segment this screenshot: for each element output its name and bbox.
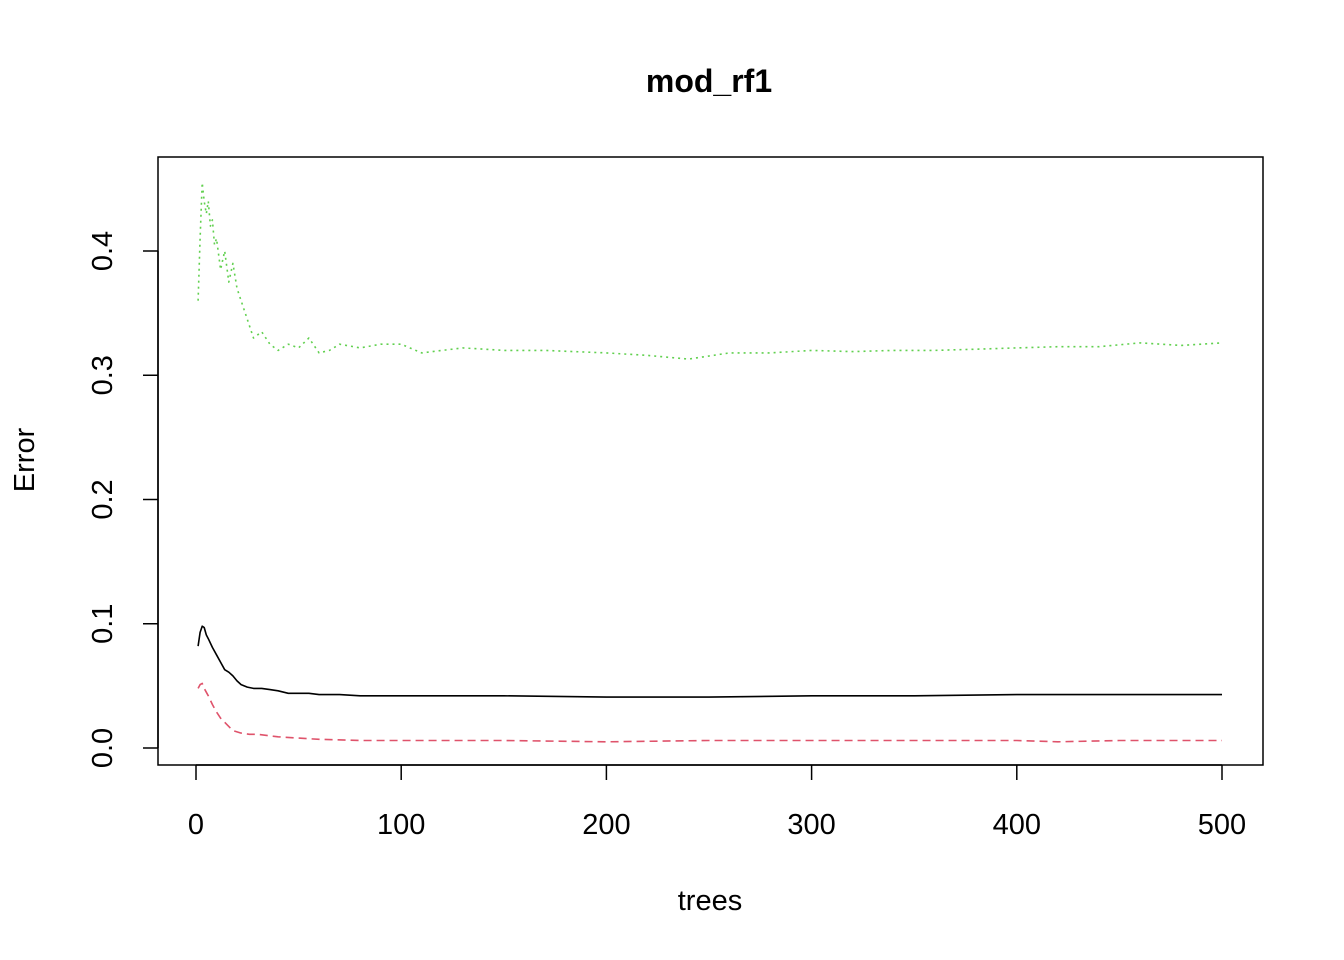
x-axis: 0 100 200 300 400 500: [188, 764, 1246, 841]
y-tick-label: 0.1: [87, 604, 119, 644]
x-axis-label: trees: [678, 885, 742, 917]
y-tick-label: 0.0: [87, 728, 119, 768]
x-tick-label: 100: [377, 809, 425, 841]
y-axis-label: Error: [9, 427, 41, 492]
x-tick-label: 400: [993, 809, 1041, 841]
series-line-2: [197, 682, 1222, 743]
y-axis: 0.0 0.1 0.2 0.3 0.4: [87, 231, 159, 768]
x-tick-label: 0: [188, 809, 204, 841]
y-tick-label: 0.4: [87, 231, 119, 271]
x-tick-label: 500: [1198, 809, 1246, 841]
series-line-3: [197, 181, 1223, 360]
series-layer: [197, 181, 1223, 743]
series-line-1: [197, 625, 1222, 698]
y-tick-label: 0.3: [87, 355, 119, 395]
x-tick-label: 300: [787, 809, 835, 841]
y-tick-label: 0.2: [87, 479, 119, 519]
plot-frame: [157, 156, 1264, 766]
chart-title: mod_rf1: [646, 63, 772, 99]
x-tick-label: 200: [582, 809, 630, 841]
